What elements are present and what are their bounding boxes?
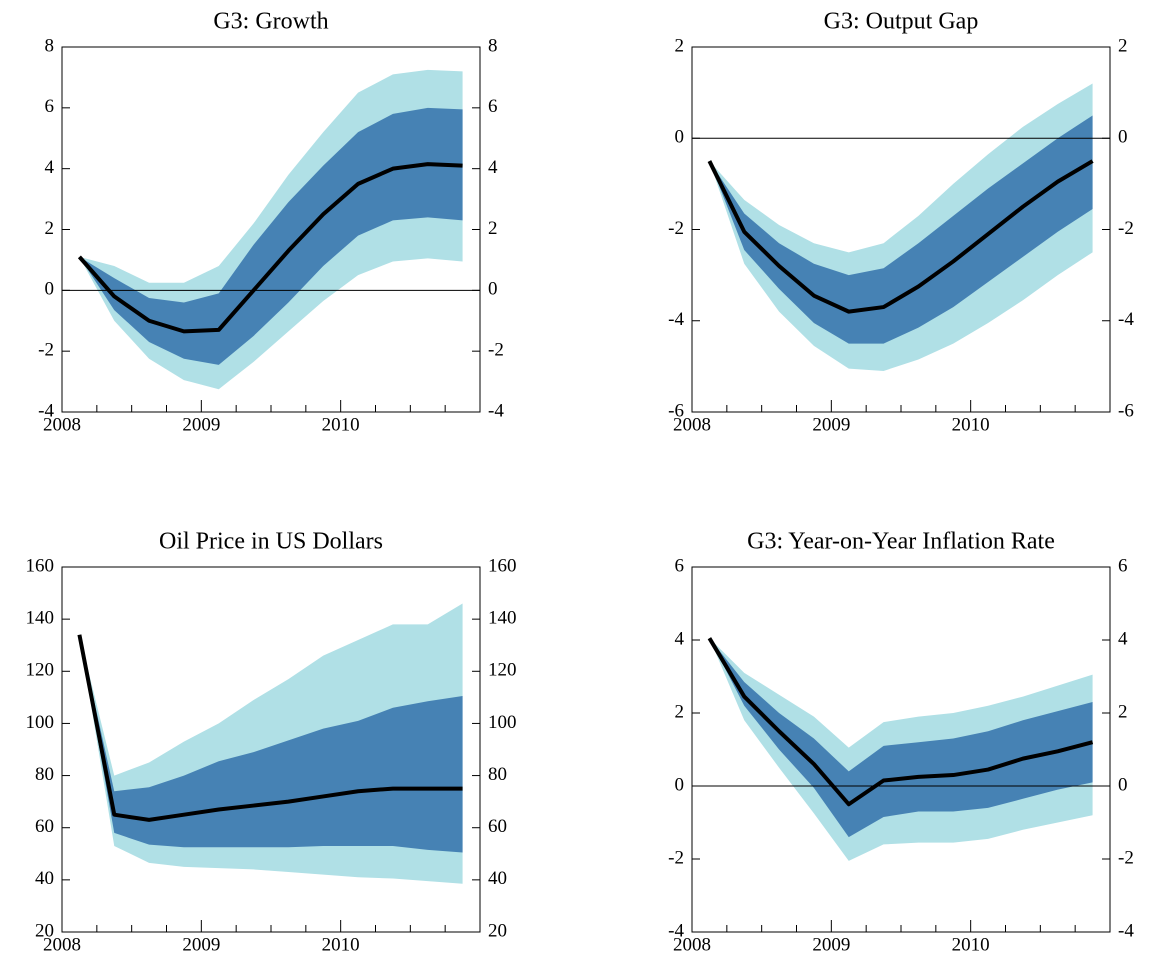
y2-tick-label: 6 [1118,555,1128,576]
y-tick-label: 6 [675,555,685,576]
fan-band [709,638,1093,838]
y2-tick-label: 80 [488,764,507,785]
y-tick-label: 0 [675,774,685,795]
x-tick-label: 2009 [812,414,850,435]
y2-tick-label: -6 [1118,400,1134,421]
x-tick-label: 2008 [673,414,711,435]
chart-title: G3: Growth [213,9,328,35]
y2-tick-label: -2 [488,340,504,361]
y-tick-label: 80 [35,764,54,785]
y2-tick-label: 4 [488,157,498,178]
y2-tick-label: 2 [1118,35,1128,56]
y-tick-label: 2 [675,701,685,722]
y2-tick-label: -2 [1118,847,1134,868]
y2-tick-label: 140 [488,608,517,629]
y2-tick-label: 4 [1118,628,1128,649]
y2-tick-label: 2 [488,218,498,239]
y-tick-label: -2 [668,218,684,239]
x-tick-label: 2010 [952,414,990,435]
x-tick-label: 2010 [322,934,360,955]
y-tick-label: 100 [26,712,55,733]
panel: G3: Growth -4 -4 -2 -2 0 0 2 2 4 4 6 6 8 8 2008 2009 2010 [38,9,504,436]
x-tick-label: 2009 [182,934,220,955]
y-tick-label: -4 [668,309,684,330]
central-line [707,159,1094,314]
central-line [77,634,463,822]
y-tick-label: 140 [26,608,55,629]
y-tick-label: -2 [668,847,684,868]
y2-tick-label: 0 [1118,774,1128,795]
y-tick-label: 8 [45,35,55,56]
fan-band [79,107,463,365]
x-tick-label: 2009 [182,414,220,435]
y-tick-label: 4 [675,628,685,649]
y-tick-label: 120 [26,660,55,681]
y2-tick-label: 8 [488,35,498,56]
y2-tick-label: 20 [488,920,507,941]
y-tick-label: 4 [45,157,55,178]
y2-tick-label: 60 [488,816,507,837]
x-tick-label: 2010 [952,934,990,955]
y-tick-label: 2 [45,218,55,239]
y2-tick-label: 0 [1118,127,1128,148]
central-line [77,162,463,334]
y2-tick-label: -4 [488,400,504,421]
y-tick-label: 2 [675,35,685,56]
y2-tick-label: 0 [488,279,498,300]
x-tick-label: 2009 [812,934,850,955]
y2-tick-label: 6 [488,96,498,117]
y2-tick-label: 40 [488,868,507,889]
x-tick-label: 2010 [322,414,360,435]
y-tick-label: -4 [668,920,684,941]
y-tick-label: 6 [45,96,55,117]
y2-tick-label: 160 [488,555,517,576]
panel: G3: Output Gap -6 -6 -4 -4 -2 -2 0 0 2 2 2008 2009 20… [668,9,1134,436]
y-tick-label: 60 [35,816,54,837]
chart-title: G3: Year-on-Year Inflation Rate [747,529,1055,555]
y-tick-label: 20 [35,920,54,941]
x-tick-label: 2008 [673,934,711,955]
y-tick-label: -4 [38,400,54,421]
panel: G3: Year-on-Year Inflation Rate -4 -4 -2 -2 0… [668,529,1134,956]
y2-tick-label: 120 [488,660,517,681]
y-tick-label: -6 [668,400,684,421]
y-tick-label: 160 [26,555,55,576]
chart-title: Oil Price in US Dollars [159,529,383,555]
central-line [707,637,1094,807]
y2-tick-label: -4 [1118,920,1134,941]
y2-tick-label: -4 [1118,309,1134,330]
x-tick-label: 2008 [43,934,81,955]
x-tick-label: 2008 [43,414,81,435]
chart-title: G3: Output Gap [824,9,979,35]
y2-tick-label: 2 [1118,701,1128,722]
panel: Oil Price in US Dollars 20 20 40 40 60 60 80 80 1… [26,529,517,956]
y2-tick-label: 100 [488,712,517,733]
y-tick-label: 0 [45,279,55,300]
y-tick-label: 0 [675,127,685,148]
y2-tick-label: -2 [1118,218,1134,239]
y-tick-label: -2 [38,340,54,361]
fan-band [79,634,463,853]
y-tick-label: 40 [35,868,54,889]
